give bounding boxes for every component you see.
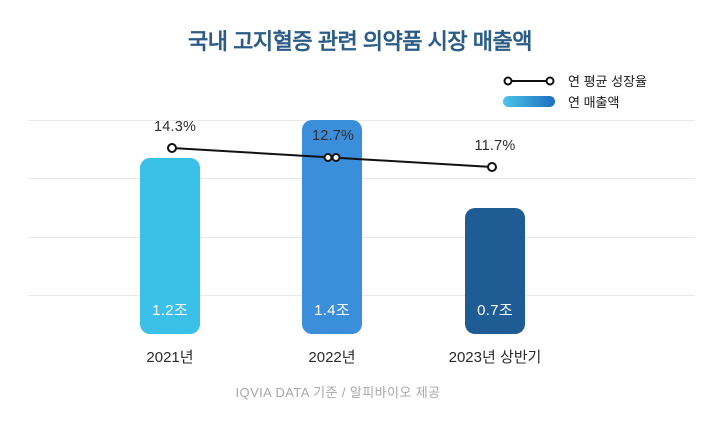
- growth-label-2023: 11.7%: [474, 138, 516, 154]
- bar-value-label: 1.2조: [152, 302, 188, 319]
- bar-value-label: 0.7조: [477, 302, 513, 319]
- growth-label-2021: 14.3%: [153, 119, 197, 135]
- category-label-2021: 2021년: [146, 349, 194, 366]
- bar-2021: 1.2조: [140, 158, 200, 334]
- source-note: IQVIA DATA 기준 / 알피바이오 제공: [235, 385, 441, 400]
- category-label-2023: 2023년 상반기: [448, 349, 542, 366]
- category-label-2022: 2022년: [308, 349, 356, 366]
- legend-item-growth: 연 평균 성장율: [503, 70, 647, 91]
- chart-title: 국내 고지혈증 관련 의약품 시장 매출액: [188, 29, 532, 54]
- legend-label-sales: 연 매출액: [568, 95, 620, 110]
- sales-pill-swatch-icon: [503, 96, 555, 107]
- legend-label-growth: 연 평균 성장율: [568, 74, 647, 89]
- legend: 연 평균 성장율 연 매출액: [503, 70, 647, 112]
- gridline: [28, 120, 695, 121]
- bar-value-label: 1.4조: [314, 302, 350, 319]
- growth-label-2022: 12.7%: [311, 128, 355, 144]
- bar-2023: 0.7조: [465, 208, 525, 334]
- legend-item-sales: 연 매출액: [503, 91, 647, 112]
- growth-line-swatch-icon: [503, 75, 555, 87]
- bar-2022: 1.4조: [302, 120, 362, 334]
